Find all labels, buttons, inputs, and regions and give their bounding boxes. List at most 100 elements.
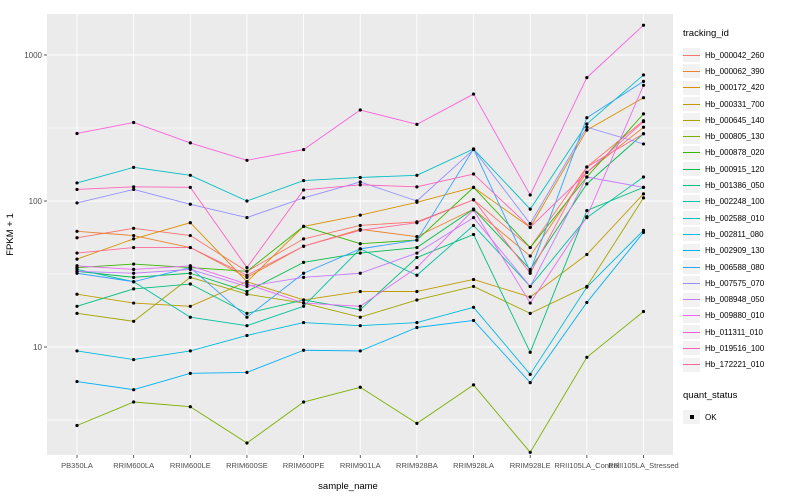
x-tick-label: RRIM600PE bbox=[283, 461, 325, 470]
data-point bbox=[132, 226, 136, 230]
data-point bbox=[415, 298, 419, 302]
data-point bbox=[585, 215, 589, 219]
legend-label: Hb_000805_130 bbox=[705, 132, 765, 142]
data-point bbox=[585, 175, 589, 179]
data-point bbox=[302, 320, 306, 325]
y-tick-label: 1000 bbox=[24, 51, 42, 60]
legend-label: Hb_000915_120 bbox=[705, 164, 765, 174]
data-point bbox=[528, 245, 532, 250]
data-point bbox=[471, 277, 476, 282]
data-point bbox=[245, 292, 249, 296]
data-point bbox=[641, 79, 646, 83]
data-point bbox=[302, 298, 306, 302]
x-tick-label: RRIM928BA bbox=[396, 461, 438, 470]
data-point bbox=[132, 271, 136, 275]
data-point bbox=[132, 185, 136, 189]
data-point bbox=[528, 207, 532, 211]
legend-label: Hb_006588_080 bbox=[705, 262, 765, 272]
data-point bbox=[641, 119, 646, 124]
legend-key-line-icon bbox=[683, 341, 700, 356]
data-point bbox=[132, 165, 136, 169]
data-point bbox=[245, 158, 249, 162]
data-point bbox=[358, 289, 362, 294]
data-point bbox=[585, 208, 589, 213]
legend-item: Hb_002811_080 bbox=[683, 226, 798, 242]
data-point bbox=[641, 96, 646, 100]
data-point bbox=[528, 284, 532, 289]
legend-item: Hb_000878_020 bbox=[683, 145, 798, 161]
legend-item: Hb_009880_010 bbox=[683, 308, 798, 324]
data-point bbox=[132, 400, 136, 404]
data-point bbox=[245, 282, 249, 286]
legend-item: Hb_000915_120 bbox=[683, 161, 798, 177]
legend-key-line-icon bbox=[683, 178, 700, 193]
data-point bbox=[471, 232, 476, 237]
data-point bbox=[132, 301, 136, 305]
data-point bbox=[358, 385, 362, 389]
data-point bbox=[358, 304, 362, 308]
data-point bbox=[585, 122, 589, 126]
data-point bbox=[358, 223, 362, 228]
data-point bbox=[585, 182, 589, 186]
data-point bbox=[132, 388, 136, 392]
data-point bbox=[188, 405, 192, 409]
data-point bbox=[75, 349, 79, 353]
data-point bbox=[358, 349, 362, 353]
legend-label: Hb_000878_020 bbox=[705, 148, 765, 158]
data-point bbox=[302, 400, 306, 404]
data-point bbox=[245, 441, 249, 445]
data-point bbox=[75, 269, 79, 273]
legend-key-line-icon bbox=[683, 357, 700, 372]
quant-legend-item: OK bbox=[683, 409, 798, 425]
y-tick-label: 10 bbox=[33, 343, 42, 352]
data-point bbox=[245, 273, 249, 277]
data-point bbox=[471, 185, 476, 189]
legend-key-line-icon bbox=[683, 145, 700, 160]
data-point bbox=[641, 196, 646, 200]
legend-label: Hb_007575_070 bbox=[705, 278, 765, 288]
data-point bbox=[415, 251, 419, 255]
data-point bbox=[188, 264, 192, 268]
legend-key-line-icon bbox=[683, 64, 700, 79]
legend-item: Hb_000042_260 bbox=[683, 47, 798, 63]
data-point bbox=[188, 271, 192, 275]
data-point bbox=[75, 292, 79, 296]
data-point bbox=[245, 311, 249, 315]
legend-item: Hb_019516_100 bbox=[683, 340, 798, 356]
data-point bbox=[585, 252, 589, 257]
data-point bbox=[585, 285, 589, 289]
data-point bbox=[188, 282, 192, 286]
data-point bbox=[641, 142, 646, 146]
data-point bbox=[358, 108, 362, 112]
data-point bbox=[358, 180, 362, 184]
data-point bbox=[471, 215, 476, 220]
data-point bbox=[641, 125, 646, 129]
data-point bbox=[245, 199, 249, 203]
data-point bbox=[471, 198, 476, 202]
data-point bbox=[585, 125, 589, 129]
legend-key-line-icon bbox=[683, 129, 700, 144]
legend-item: Hb_000172_420 bbox=[683, 80, 798, 96]
data-point bbox=[415, 325, 419, 330]
data-point bbox=[415, 255, 419, 260]
data-point bbox=[471, 305, 476, 309]
data-point bbox=[302, 244, 306, 248]
data-point bbox=[528, 295, 532, 299]
data-point bbox=[132, 357, 136, 362]
legend-item: Hb_000805_130 bbox=[683, 128, 798, 144]
data-point bbox=[471, 92, 476, 96]
data-point bbox=[132, 267, 136, 272]
data-point bbox=[641, 175, 646, 179]
data-point bbox=[528, 222, 532, 226]
data-point bbox=[415, 235, 419, 239]
data-point bbox=[358, 324, 362, 328]
data-point bbox=[415, 199, 419, 203]
legend-label: Hb_000645_140 bbox=[705, 115, 765, 125]
legend-key-line-icon bbox=[683, 97, 700, 112]
data-point bbox=[245, 280, 249, 284]
legend-item: Hb_172221_010 bbox=[683, 357, 798, 373]
data-point bbox=[302, 301, 306, 305]
data-point bbox=[641, 73, 646, 77]
data-point bbox=[75, 311, 79, 315]
x-tick-label: RRIM600LE bbox=[170, 461, 211, 470]
